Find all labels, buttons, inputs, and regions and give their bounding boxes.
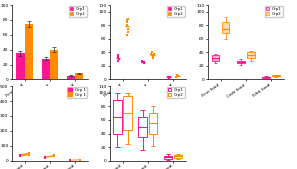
Bar [272,75,280,76]
Bar [148,113,157,134]
Point [18,154,22,157]
Point [116,54,121,57]
Point [124,21,129,23]
Bar [123,96,132,130]
Point [166,76,170,79]
Point [116,58,121,61]
Point [52,155,57,158]
Bar [67,76,75,79]
Bar [24,24,33,79]
Point [27,152,31,155]
Bar [16,53,24,79]
Point [140,61,145,63]
Point [174,75,179,78]
Point [27,154,31,156]
Point [149,53,154,56]
Bar [42,59,50,79]
Point [27,152,31,155]
Bar [262,77,270,78]
Point [43,156,48,159]
Point [151,54,155,56]
Bar [247,52,255,58]
Point [27,153,31,155]
Point [27,153,31,156]
Point [150,51,154,54]
Point [125,34,129,37]
Point [18,154,22,157]
Point [166,77,171,79]
Bar [212,55,219,61]
Point [166,76,171,79]
Point [43,156,48,158]
Point [52,155,57,158]
Point [18,155,22,158]
Point [151,54,156,57]
Point [27,153,31,156]
Point [68,159,73,161]
Point [27,152,31,155]
Bar [237,61,244,63]
Bar [138,117,147,137]
Point [140,59,144,62]
Point [43,155,48,158]
Bar [222,22,229,33]
Point [142,62,146,65]
Point [165,76,170,79]
Point [140,60,145,63]
Bar [50,50,58,79]
Bar [174,155,182,158]
Point [176,75,181,77]
Point [176,75,180,77]
Legend: Grp 1, Grp 1: Grp 1, Grp 1 [67,87,87,98]
Bar [75,74,83,79]
Point [18,154,22,157]
Point [18,154,22,156]
Point [175,74,180,77]
Point [151,52,156,55]
Point [18,155,22,158]
Point [124,24,129,27]
Point [43,156,48,159]
Point [18,153,22,156]
Point [175,74,180,77]
Point [167,76,172,78]
Bar [113,100,122,134]
Point [116,54,121,56]
Point [125,19,129,21]
Legend: Grp1, Grp2: Grp1, Grp2 [265,6,283,17]
Point [77,159,82,161]
Point [116,56,121,59]
Point [126,17,130,20]
Point [68,159,73,162]
Point [142,61,147,64]
Point [27,152,31,154]
Legend: Grp1, Grp2: Grp1, Grp2 [167,87,185,98]
Point [77,159,82,161]
Point [18,154,22,156]
Point [125,31,130,33]
Point [52,154,57,157]
Point [142,61,146,63]
Point [165,75,170,78]
Legend: Grp1, Grp2: Grp1, Grp2 [69,6,87,17]
Bar [164,156,172,159]
Point [52,154,57,157]
Point [116,56,120,58]
Point [151,56,155,59]
Legend: Grp1, Grp2: Grp1, Grp2 [167,6,185,17]
Point [52,155,57,157]
Point [43,156,48,159]
Point [126,27,131,30]
Point [116,59,121,62]
